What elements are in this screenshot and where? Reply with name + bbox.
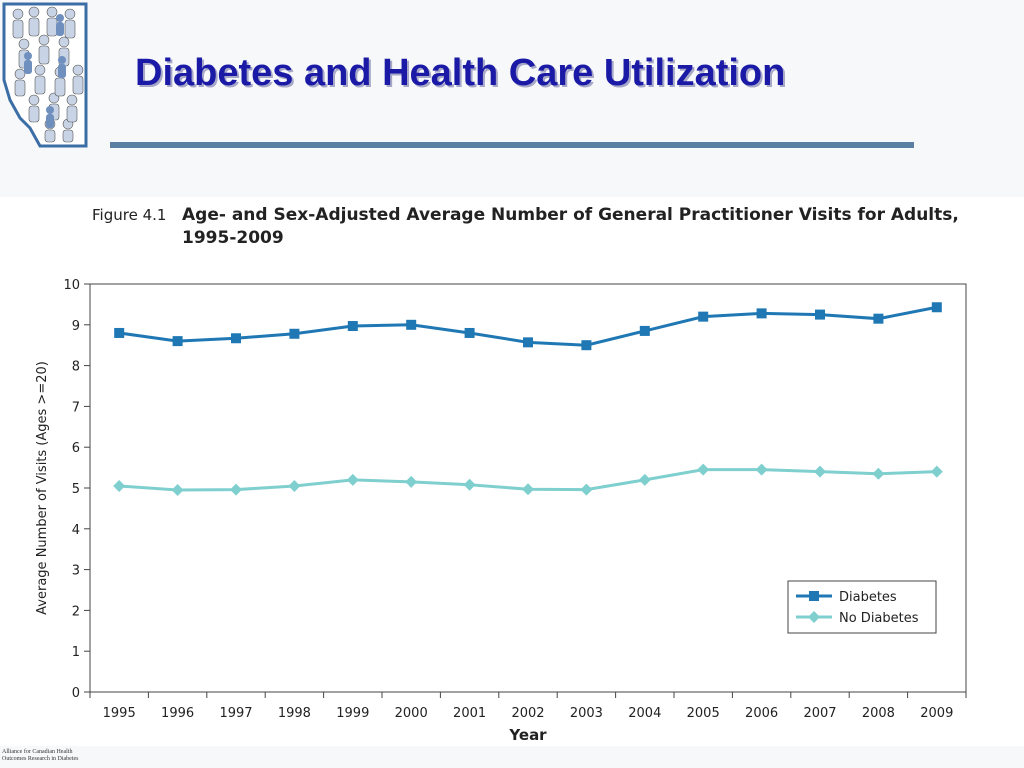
figure-panel xyxy=(0,197,1024,746)
figure-title: Age- and Sex-Adjusted Average Number of … xyxy=(182,205,959,248)
footer-org-line2: Outcomes Research in Diabetes xyxy=(2,756,79,762)
footer-org-line1: Alliance for Canadian Health xyxy=(2,749,73,755)
slide-header: Diabetes and Health Care Utilization xyxy=(0,0,1024,196)
page-title: Diabetes and Health Care Utilization xyxy=(135,52,786,94)
people-map-logo-icon xyxy=(2,2,88,148)
footer-org: Alliance for Canadian Health Outcomes Re… xyxy=(2,749,78,763)
figure-label: Figure 4.1 xyxy=(92,206,167,224)
title-divider xyxy=(110,142,914,148)
